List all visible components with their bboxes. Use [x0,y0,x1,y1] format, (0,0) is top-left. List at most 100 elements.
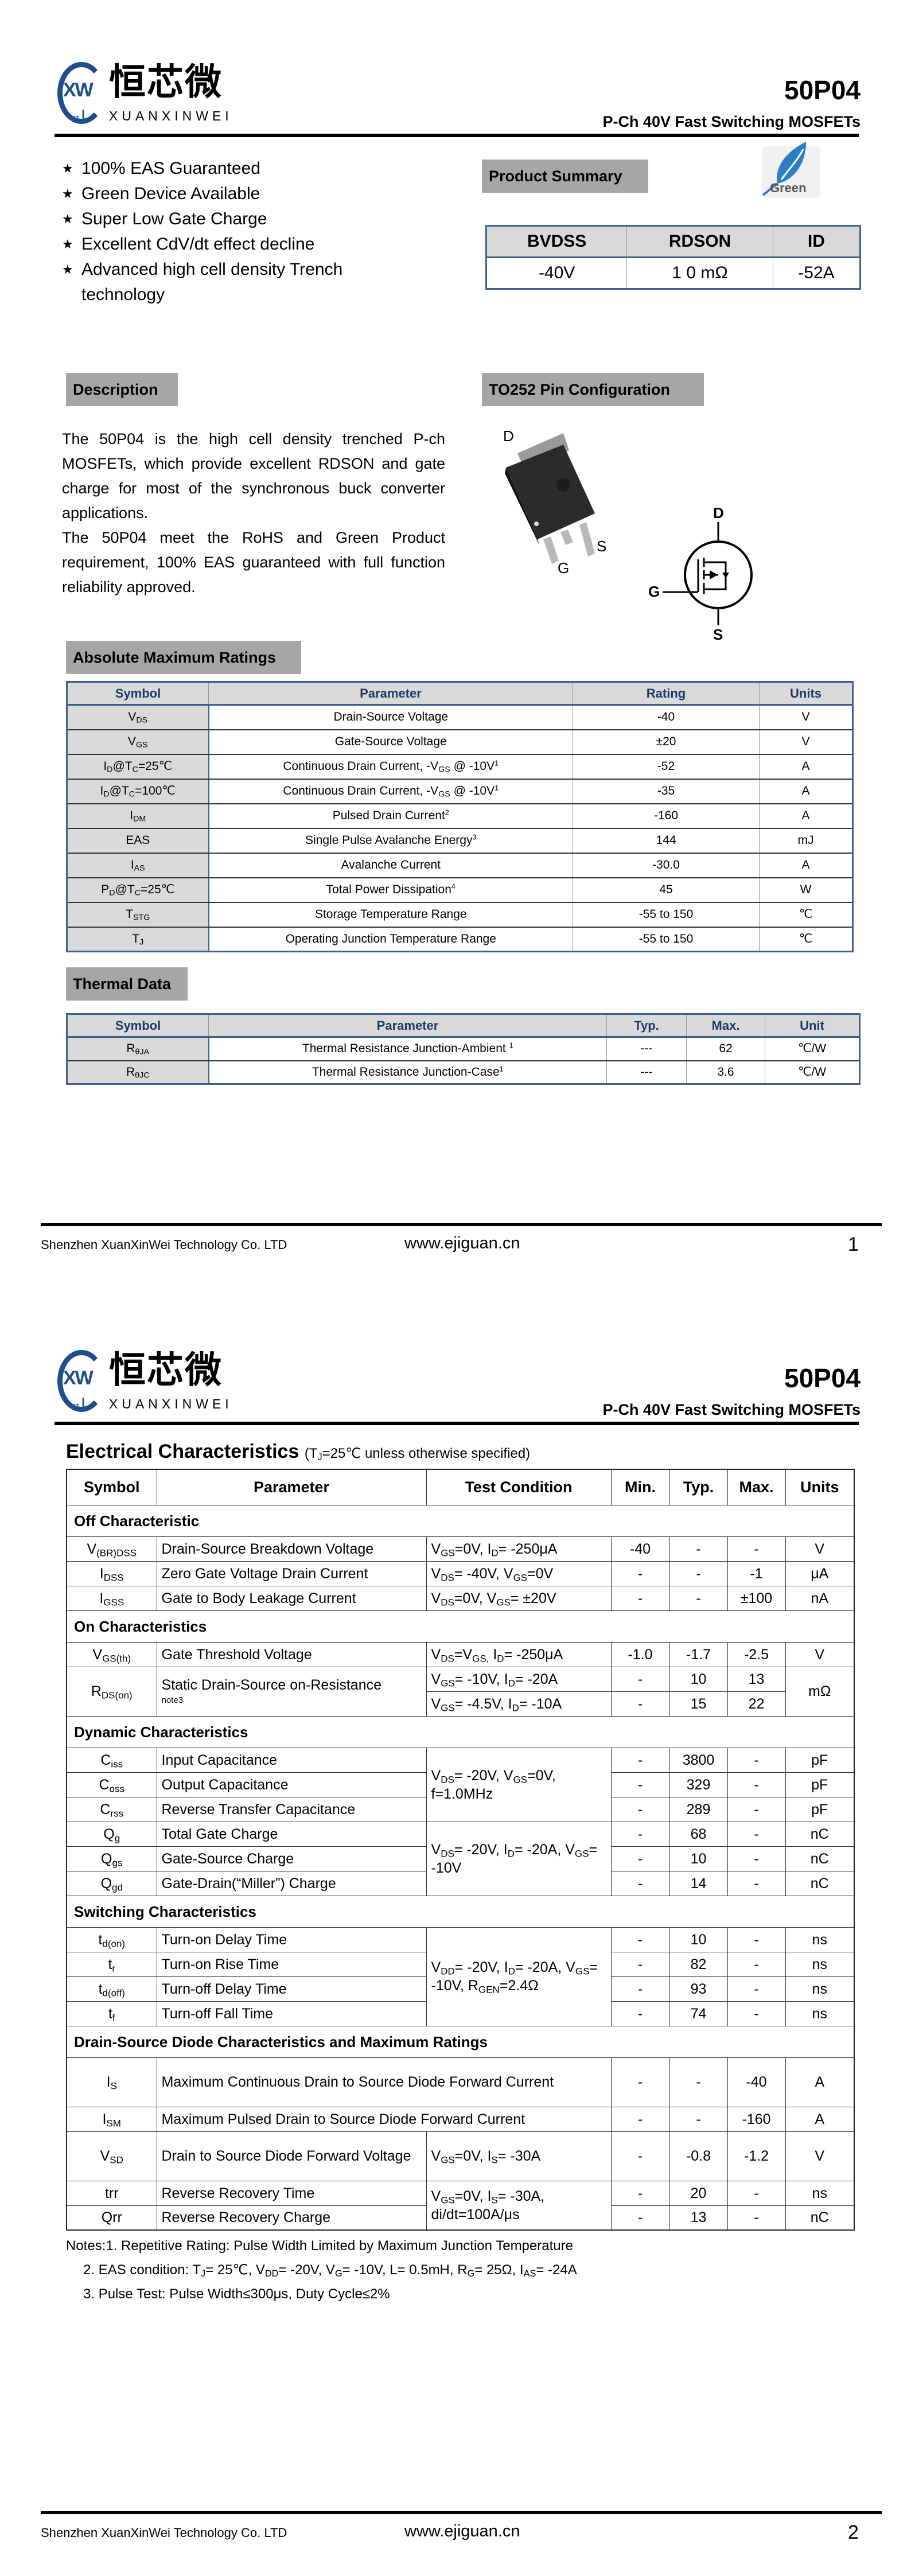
footer-website[interactable]: www.ejiguan.cn [404,1234,520,1252]
text-segment: V [431,2148,441,2164]
max-cell: 13 [727,1666,786,1692]
condition-cell: VDS=0V, VGS= ±20V [426,1585,612,1611]
column-header: Typ. [669,1469,728,1505]
rating-cell: -52 [573,754,760,780]
subscript: g [114,1832,120,1843]
rating-cell: 144 [573,828,760,854]
condition-cell: VGS= -10V, ID= -20A [426,1666,612,1692]
footer-website[interactable]: www.ejiguan.cn [404,2522,520,2540]
text-segment: @T [109,784,129,797]
subscript: GSS [103,1596,124,1608]
parameter-cell: Output Capacitance [156,1772,427,1797]
electrical-title: Electrical Characteristics (TJ=25℃ unles… [66,1439,530,1466]
feature-item: ★ 100% EAS Guaranteed [62,156,260,181]
text-segment: Q [100,1875,112,1892]
min-cell: - [610,1951,670,1977]
max-cell: -160 [727,2106,786,2132]
unit-cell: nC [785,2205,855,2231]
text-segment: = -250μA [498,1540,558,1557]
parameter-cell: Gate to Body Leakage Current [156,1585,427,1611]
parameter-cell: Total Gate Charge [156,1821,427,1847]
subscript: GS [513,1773,527,1785]
notes: Notes:1. Repetitive Rating: Pulse Width … [66,2238,855,2303]
max-cell: - [727,1796,786,1822]
product-summary-title: Product Summary [482,159,648,193]
subscript: GS [135,740,148,750]
section-row: Off Characteristic [66,1504,855,1537]
subscript: SD [110,2154,123,2166]
typ-cell: - [669,1561,728,1586]
min-cell: - [610,2131,670,2181]
max-cell: 22 [727,1691,786,1717]
text-segment: V [431,1590,441,1606]
text-segment: =25℃ [141,883,175,896]
unit-cell: nC [785,1870,855,1896]
unit-cell: ns [785,1976,855,2002]
page-number: 1 [848,1233,859,1255]
text-segment: = -20V, V [454,1767,513,1784]
rating-cell: -55 to 150 [573,927,760,952]
condition-cell: VDS= -20V, ID= -20A, VGS= -10V [426,1821,612,1896]
logo-ring [57,62,106,124]
star-bullet-icon: ★ [62,262,73,277]
min-cell: - [610,1927,670,1952]
table-row: Qgs Gate-Source Charge -10- nC [66,1846,855,1871]
footer-company: Shenzhen XuanXinWei Technology Co. LTD [41,2526,287,2540]
parameter-cell: Drain-Source Voltage [208,705,573,730]
description-paragraph: The 50P04 is the high cell density trenc… [62,430,445,522]
summary-header: RDSON [626,225,773,258]
text-segment: = -250μA [504,1646,563,1663]
rating-cell: -30.0 [573,853,760,878]
text-segment: Continuous Drain Current, -V [283,760,439,773]
text-segment: I [130,858,134,871]
subscript: DS [441,1773,454,1785]
table-row: RθJC Thermal Resistance Junction-Case1 ---… [67,1060,860,1085]
text-segment: V [128,710,137,724]
symbol-cell: Coss [66,1772,157,1797]
footer-rule [41,1223,882,1226]
subscript: D [107,765,113,775]
text-segment: I [100,784,104,797]
subscript: D [507,1847,515,1859]
unit-cell: nA [785,1585,855,1611]
table-row: VDS Drain-Source Voltage -40 V [67,705,853,730]
text-segment: I [130,809,134,822]
green-leaf-logo: Green [752,141,823,199]
rating-cell: ±20 [573,729,760,755]
text-segment: @ -10V [450,784,495,797]
text-segment: t [108,1956,112,1972]
subscript: f [112,2011,115,2023]
table-row: ID@TC=25℃ Continuous Drain Current, -VGS … [67,754,853,780]
package-pin-label-g: G [558,559,570,577]
text-segment: R [91,1683,102,1699]
column-header: Parameter [156,1469,427,1505]
min-cell: -40 [610,1536,670,1562]
text-segment: = -40V, V [454,1565,513,1582]
part-number: 50P04 [784,1363,861,1393]
typ-cell: 289 [669,1796,728,1822]
header-rule [54,134,859,137]
column-header: Max. [727,1469,786,1505]
subscript: GS [574,1847,589,1859]
min-cell: - [610,2106,670,2132]
text-segment: =2.4Ω [499,1978,539,1994]
page-number: 2 [848,2521,859,2543]
header-rule [54,1422,859,1425]
typ-cell: - [669,1585,728,1611]
typ-cell: - [669,2057,728,2107]
subscript: C [132,765,138,775]
parameter-cell: Gate-Source Charge [156,1846,427,1871]
unit-cell: pF [785,1772,855,1797]
text-segment: V [431,1646,441,1663]
feature-label: Excellent CdV/dt effect decline [81,235,315,254]
subscript: θJC [135,1071,150,1080]
max-cell: -1.2 [727,2131,786,2181]
rating-cell: 45 [573,877,760,903]
subscript: GS [441,1677,455,1688]
parameter-cell: Static Drain-Source on-Resistance note3 [156,1666,427,1717]
feature-item: ★ Super Low Gate Charge [62,207,267,232]
parameter-cell: Zero Gate Voltage Drain Current [156,1561,427,1586]
table-row: IDSS Zero Gate Voltage Drain Current VDS= … [66,1561,855,1586]
unit-cell: mJ [759,828,853,854]
column-header: Unit [765,1014,860,1038]
